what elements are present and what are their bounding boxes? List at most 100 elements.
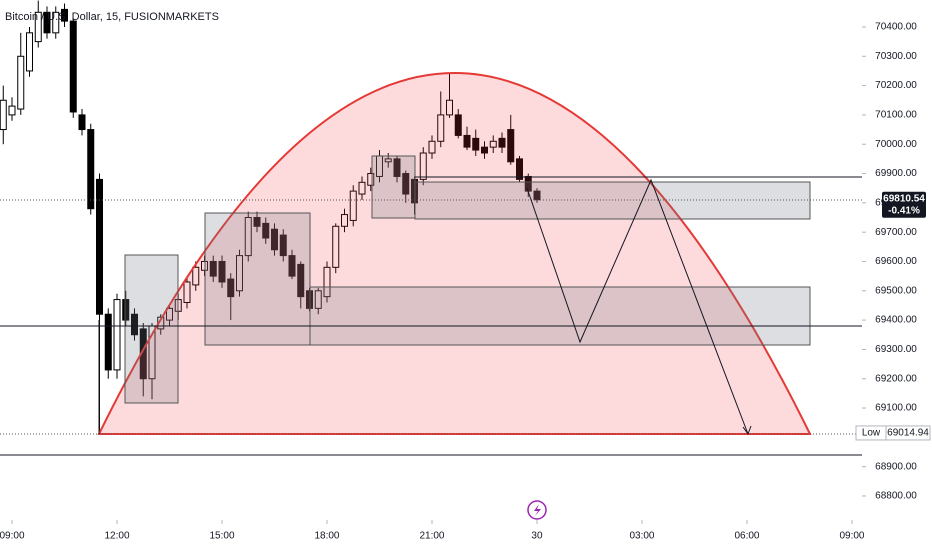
candle-body: [131, 313, 139, 336]
candle-body: [367, 173, 375, 186]
x-tick-label: 06:00: [734, 531, 759, 542]
arc: [97, 72, 812, 435]
candle-body: [87, 129, 95, 210]
candle-body: [393, 158, 401, 177]
last-change: -0.41%: [888, 205, 920, 216]
y-tick-label: 69100.00: [875, 403, 917, 414]
arrow-head: [742, 425, 752, 436]
candle-body: [279, 234, 287, 257]
y-tick-label: 70300.00: [875, 51, 917, 62]
candle-body: [17, 55, 25, 110]
y-tick-label: 70100.00: [875, 110, 917, 121]
y-tick-label: 69300.00: [875, 344, 917, 355]
candle-body: [26, 32, 34, 72]
low-value-box: [885, 425, 931, 441]
y-tick-label: 70000.00: [875, 139, 917, 150]
price-axis: [862, 0, 932, 550]
candle-body: [498, 137, 506, 148]
chart-title: Bitcoin / U.S. Dollar, 15, FUSIONMARKETS: [5, 11, 219, 23]
y-tick-label: 69900.00: [875, 168, 917, 179]
candle-body: [227, 278, 235, 298]
low-label: Low: [862, 428, 881, 439]
candle-body: [428, 140, 436, 154]
candle-body: [288, 255, 296, 277]
candle-body: [61, 8, 69, 22]
candle-body: [43, 11, 51, 34]
x-tick-label: 09:00: [0, 531, 25, 542]
candle-body: [0, 99, 7, 131]
zone-box: [309, 286, 811, 346]
y-tick-label: 70200.00: [875, 80, 917, 91]
candle-body: [236, 255, 244, 292]
candle-body: [437, 114, 445, 142]
candle-body: [515, 158, 523, 180]
zone-box: [204, 212, 311, 346]
candle-body: [96, 178, 104, 315]
candle-body: [349, 190, 357, 221]
candle-body: [297, 263, 305, 298]
candle-body: [271, 228, 279, 251]
candle-body: [410, 178, 418, 204]
candle-body: [166, 307, 174, 321]
candle-body: [314, 290, 322, 309]
candle-body: [472, 137, 480, 151]
x-tick-label: 09:00: [839, 531, 864, 542]
y-tick-label: 68900.00: [875, 461, 917, 472]
candle-body: [384, 158, 392, 163]
x-tick-label: 30: [531, 531, 543, 542]
y-tick-label: 69500.00: [875, 285, 917, 296]
candles: [0, 0, 541, 433]
candle-body: [463, 134, 471, 148]
candle-body: [218, 260, 226, 283]
x-tick-label: 12:00: [104, 531, 129, 542]
candle-body: [480, 146, 488, 154]
event-bolt: [534, 504, 541, 516]
candle-body: [507, 129, 515, 163]
candle-body: [358, 181, 366, 195]
candle-body: [209, 260, 217, 277]
candle-body: [419, 152, 427, 180]
last-price-box: [882, 191, 926, 218]
y-tick-label: 69600.00: [875, 256, 917, 267]
candle-body: [78, 114, 86, 131]
candle-body: [253, 216, 261, 227]
candle-body: [340, 214, 348, 227]
candle-body: [323, 266, 331, 298]
candle-body: [104, 313, 112, 371]
candle-body: [533, 190, 541, 201]
candle-body: [454, 114, 462, 136]
candle-body: [332, 225, 340, 268]
candle-body: [262, 222, 270, 239]
candle-body: [113, 299, 121, 371]
candle-body: [445, 99, 453, 116]
projection-path: [526, 178, 749, 435]
y-tick-label: 69200.00: [875, 373, 917, 384]
candle-body: [52, 11, 60, 34]
zone-box: [371, 155, 416, 219]
drawings: [0, 72, 862, 456]
x-tick-label: 18:00: [314, 531, 339, 542]
low-value: 69014.94: [887, 428, 929, 439]
time-axis: [0, 520, 862, 550]
candle-body: [34, 11, 42, 43]
x-tick-label: 03:00: [629, 531, 654, 542]
y-tick-label: 70400.00: [875, 22, 917, 33]
x-tick-label: 15:00: [209, 531, 234, 542]
candle-body: [489, 140, 497, 148]
last-price: 69810.54: [883, 193, 925, 204]
zone-box: [124, 254, 179, 404]
candle-body: [305, 290, 313, 309]
candle-body: [183, 281, 191, 304]
y-tick-label: 69400.00: [875, 315, 917, 326]
candle-body: [244, 216, 252, 257]
candle-body: [192, 266, 200, 286]
x-tick-label: 21:00: [419, 531, 444, 542]
candle-body: [402, 173, 410, 195]
candle-body: [122, 299, 130, 321]
y-tick-label: 68800.00: [875, 491, 917, 502]
axes: 70400.00 70300.00 70200.00 70100.00 70000.00…: [0, 22, 931, 542]
y-tick-label: 69700.00: [875, 227, 917, 238]
candle-body: [69, 20, 77, 113]
